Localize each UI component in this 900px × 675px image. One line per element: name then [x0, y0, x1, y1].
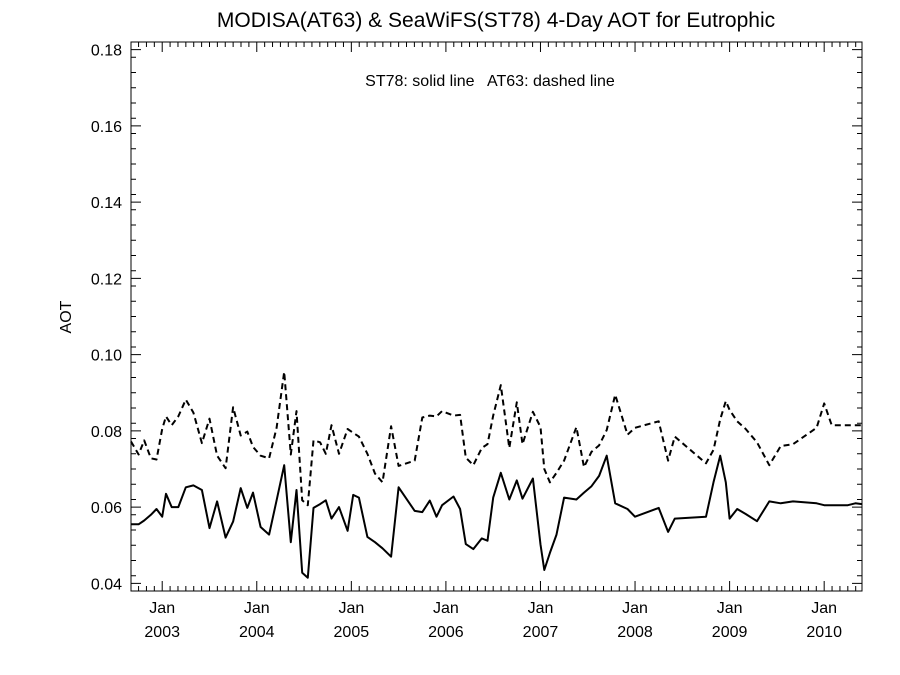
x-tick-month-label: Jan: [244, 600, 270, 617]
y-tick-label: 0.04: [91, 576, 122, 593]
y-tick-label: 0.14: [91, 195, 122, 212]
line-style-annotation: ST78: solid line AT63: dashed line: [365, 73, 615, 90]
y-axis-label: AOT: [58, 300, 75, 333]
x-axis: Jan 2003 Jan 2004 Jan 2005 Jan 2006 Jan 2007 Jan 20…: [138, 42, 857, 641]
y-axis: 0.04 0.06 0.08 0.10 0.12 0.14 0.16 0.18: [91, 41, 862, 593]
x-tick-month-label: Jan: [149, 600, 175, 617]
x-tick-year-label: 2005: [334, 624, 370, 641]
x-tick-month-label: Jan: [622, 600, 648, 617]
x-tick-month-label: Jan: [528, 600, 554, 617]
y-tick-label: 0.18: [91, 43, 122, 60]
x-tick-year-label: 2003: [144, 624, 180, 641]
x-tick-year-label: 2010: [806, 624, 842, 641]
x-tick-year-label: 2009: [712, 624, 748, 641]
y-tick-label: 0.08: [91, 424, 122, 441]
y-tick-label: 0.12: [91, 271, 122, 288]
x-tick-year-label: 2004: [239, 624, 275, 641]
x-tick-month-label: Jan: [811, 600, 837, 617]
y-tick-label: 0.06: [91, 500, 122, 517]
x-tick-month-label: Jan: [717, 600, 743, 617]
x-tick-year-label: 2008: [617, 624, 653, 641]
series-layer: [130, 370, 863, 579]
chart-title: MODISA(AT63) & SeaWiFS(ST78) 4-Day AOT f…: [217, 9, 775, 32]
plot-frame: [130, 41, 863, 592]
x-tick-month-label: Jan: [433, 600, 459, 617]
x-tick-year-label: 2007: [523, 624, 559, 641]
y-tick-label: 0.10: [91, 348, 122, 365]
y-tick-label: 0.16: [91, 119, 122, 136]
series-st78-solid-line: [131, 454, 863, 579]
x-tick-year-label: 2006: [428, 624, 464, 641]
series-at63-dashed-line: [130, 370, 862, 507]
x-tick-month-label: Jan: [338, 600, 364, 617]
